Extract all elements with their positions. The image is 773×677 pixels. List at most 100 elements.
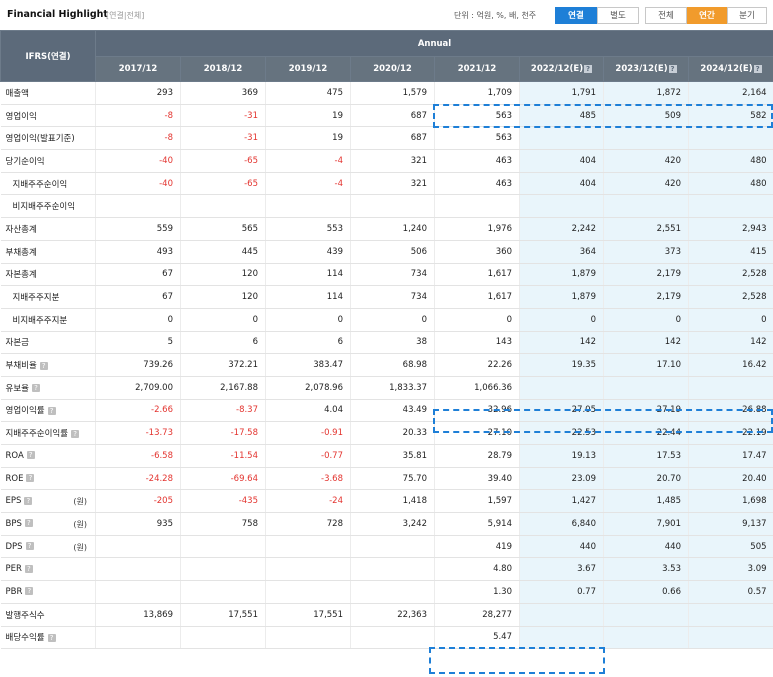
table-cell [180,535,266,559]
table-cell [519,126,604,151]
table-cell: 5,914 [434,512,520,536]
annual-group-header: Annual [94,30,773,57]
table-cell: -435 [180,489,266,514]
table-cell: 114 [265,263,351,287]
table-cell [350,535,435,559]
table-cell: 17.47 [687,444,773,468]
table-cell: 1,879 [519,285,604,309]
help-icon[interactable]: ? [47,633,56,642]
estimate-info-icon[interactable]: ? [668,64,677,73]
help-icon[interactable]: ? [24,564,33,573]
table-cell [603,126,689,151]
column-header-label: 2018/12 [203,64,243,74]
table-cell: 440 [603,535,689,559]
table-cell: 17,551 [265,603,351,627]
table-cell [519,626,604,650]
row-label: PER? [0,557,96,582]
table-cell: 321 [350,172,435,196]
section-subtitle: [연결|전체] [106,11,145,20]
table-cell: 1,617 [434,263,520,287]
table-cell [687,626,773,650]
row-label-text: 배당수익률 [5,633,45,644]
help-icon[interactable]: ? [26,451,35,460]
table-cell: 27.05 [519,399,604,423]
table-cell: 13,869 [95,603,181,627]
table-cell: 493 [95,240,181,264]
estimate-info-icon[interactable]: ? [753,64,762,73]
table-row: ROA? -6.58 -11.54 -0.77 35.81 28.79 19.13 17.53… [0,444,773,468]
row-label: 비지배주주순이익 [0,194,96,219]
table-cell: 758 [180,512,266,536]
column-header-5: 2022/12(E)? [519,56,604,82]
separate-button[interactable]: 별도 [597,7,639,24]
annual-button[interactable]: 연간 [687,7,727,24]
table-cell: 0 [687,308,773,332]
table-cell: 1,418 [350,489,435,514]
column-header-label: 2023/12(E) [615,64,668,74]
help-icon[interactable]: ? [25,587,34,596]
row-label: 영업이익(발표기준) [0,126,96,151]
table-cell: 440 [519,535,604,559]
help-icon[interactable]: ? [24,496,33,505]
help-icon[interactable]: ? [39,361,48,370]
estimate-info-icon[interactable]: ? [584,64,593,73]
table-cell: 383.47 [265,353,351,377]
help-icon[interactable]: ? [71,429,80,438]
column-header-2: 2019/12 [265,56,351,82]
row-label-text: 자본총계 [5,270,37,281]
row-label-text: BPS [5,518,22,529]
table-row: 매출액 293 369 475 1,579 1,709 1,791 1,872 2,164 [0,81,773,105]
row-label: 자본금 [0,331,96,355]
row-label-text: PER [5,564,22,575]
consolidated-button[interactable]: 연결 [555,7,597,24]
table-cell: 35.81 [350,444,435,468]
table-cell [180,626,266,650]
table-cell: 728 [265,512,351,536]
table-cell: 4.80 [434,557,520,582]
help-icon[interactable]: ? [31,384,40,393]
table-cell: 5.47 [434,626,520,650]
unit-text: 단위 : 억원, %, 배, 천주 [454,11,537,20]
column-header-1: 2018/12 [180,56,266,82]
table-row: 당기순이익 -40 -65 -4 321 463 404 420 480 [0,149,773,173]
table-cell: 1.30 [434,580,520,604]
table-cell: 68.98 [350,353,435,377]
table-cell: 1,597 [434,489,520,514]
table-cell: 1,066.36 [434,376,520,400]
table-cell: 20.70 [603,467,689,491]
row-label-text: 부채총계 [5,247,37,258]
table-cell: -31 [180,126,266,151]
help-icon[interactable]: ? [25,542,34,551]
table-cell [265,580,351,604]
table-cell: 1,872 [603,81,689,105]
table-cell: 3.09 [687,557,773,582]
table-cell: 1,976 [434,217,520,241]
table-row: PBR? 1.30 0.77 0.66 0.57 [0,580,773,604]
row-label-text: DPS [5,541,23,552]
all-period-button[interactable]: 전체 [645,7,687,24]
row-label: ROE? [0,467,96,491]
table-cell: 2,167.88 [180,376,266,400]
quarter-button[interactable]: 분기 [727,7,767,24]
table-cell [180,580,266,604]
table-cell: 142 [519,331,604,355]
table-cell: -24 [265,489,351,514]
table-cell: 420 [603,172,689,196]
table-row: 비지배주주순이익 [0,194,773,219]
help-icon[interactable]: ? [26,474,35,483]
help-icon[interactable]: ? [24,519,33,528]
table-cell [350,557,435,582]
help-icon[interactable]: ? [47,406,56,415]
table-row: 자본금 5 6 6 38 143 142 142 142 [0,331,773,355]
table-cell: 19.13 [519,444,604,468]
table-cell [350,626,435,650]
column-header-4: 2021/12 [434,56,520,82]
table-cell: -11.54 [180,444,266,468]
table-cell [519,603,604,627]
table-cell: 17.10 [603,353,689,377]
financial-highlight-header: Financial Highlight [연결|전체] 단위 : 억원, %, … [0,0,773,30]
row-label-text: 유보율 [5,383,29,394]
table-row: 영업이익 -8 -31 19 687 563 485 509 582 [0,104,773,128]
table-cell: -4 [265,149,351,173]
table-cell: 28.79 [434,444,520,468]
